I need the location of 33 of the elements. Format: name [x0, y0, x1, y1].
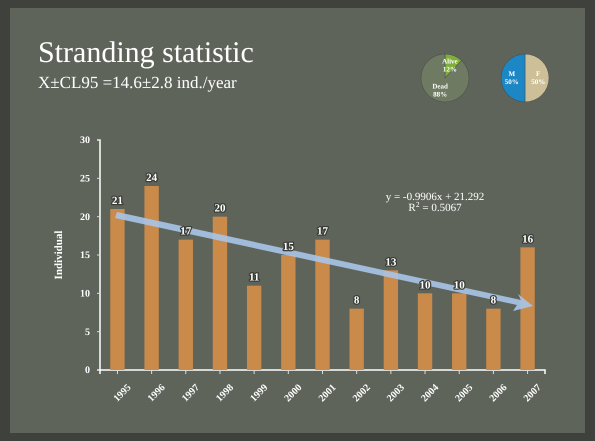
bar	[246, 286, 262, 370]
data-label: 16	[522, 233, 534, 246]
data-label: 8	[354, 294, 360, 307]
y-tick-label: 5	[85, 326, 90, 338]
bar	[384, 270, 398, 370]
data-label: 11	[248, 272, 260, 284]
y-tick-label: 0	[85, 365, 90, 376]
x-tick-label: 1999	[248, 382, 270, 404]
y-tick-label: 20	[80, 212, 90, 223]
pie-slice	[420, 54, 470, 102]
y-tick-label: 15	[80, 250, 90, 262]
data-label: 21	[112, 195, 123, 207]
data-label: 24	[146, 172, 158, 184]
bar	[350, 308, 364, 370]
bar	[486, 308, 501, 370]
chart-title: Stranding statistic	[38, 36, 254, 69]
bar	[418, 293, 432, 370]
bar	[110, 209, 125, 370]
y-tick-label: 10	[80, 288, 90, 300]
bar	[178, 240, 193, 370]
bar	[452, 293, 466, 370]
bar	[315, 240, 330, 370]
y-tick-label: 25	[80, 174, 90, 185]
y-axis-title: Individual	[53, 230, 65, 280]
data-label: 20	[214, 202, 226, 215]
bar	[281, 255, 296, 370]
data-label: 17	[317, 226, 328, 238]
bar	[144, 186, 159, 370]
data-label: 13	[385, 256, 397, 268]
chart-subtitle: X±CL95 =14.6±2.8 ind./year	[38, 73, 238, 92]
y-tick-label: 30	[80, 135, 90, 146]
bar	[520, 247, 535, 370]
bar	[212, 216, 228, 370]
